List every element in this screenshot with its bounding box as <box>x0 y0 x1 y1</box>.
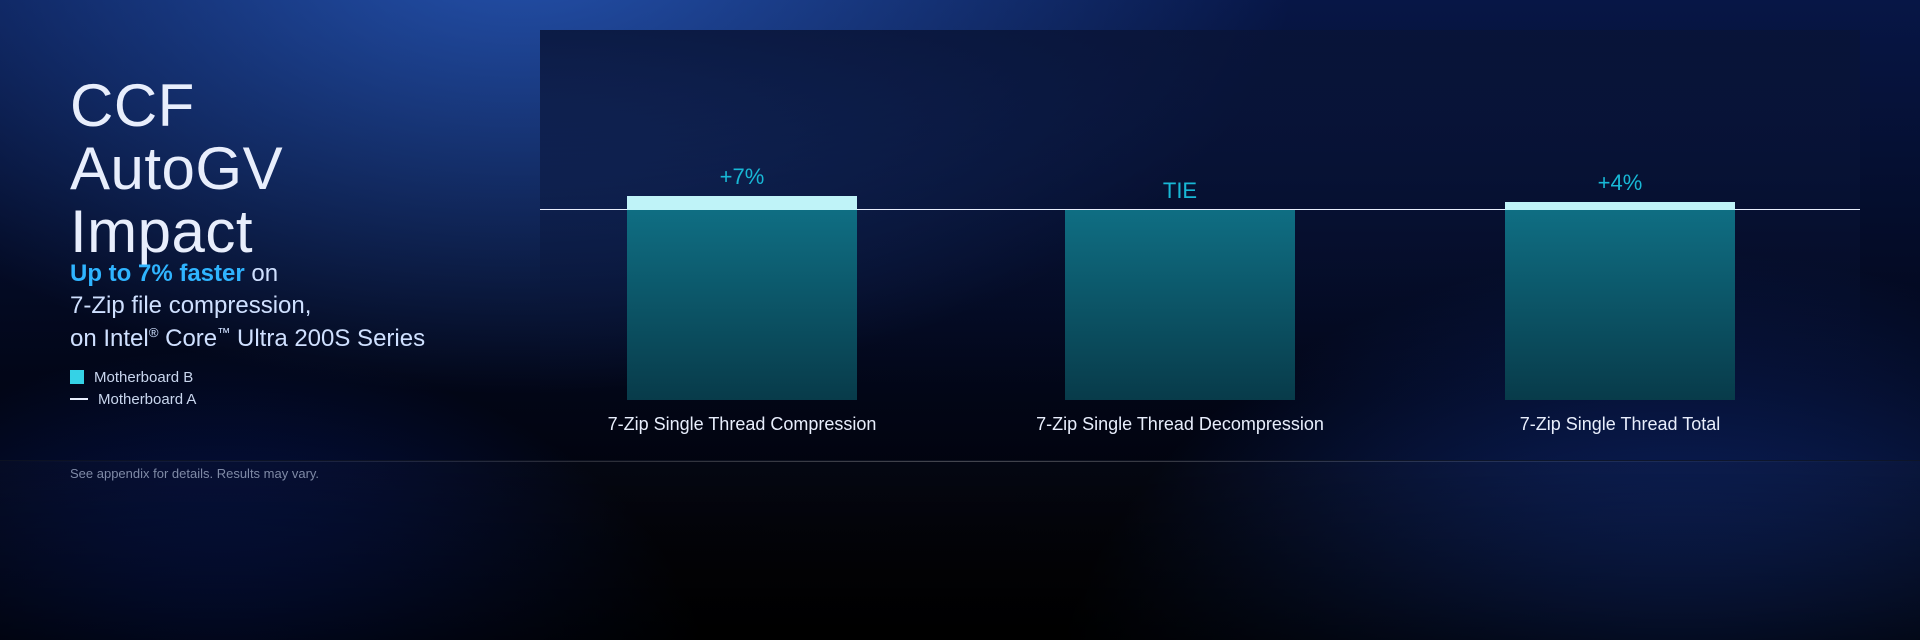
subtitle-line-3-mid: Core <box>158 325 217 352</box>
footnote: See appendix for details. Results may va… <box>70 466 319 481</box>
title-line-1: CCF <box>70 72 195 139</box>
title-line-2: AutoGV <box>70 135 283 202</box>
floor-reflection <box>0 460 1920 640</box>
legend-label-b: Motherboard B <box>94 369 193 386</box>
category-label: 7-Zip Single Thread Total <box>1420 414 1820 435</box>
bar-motherboard-b <box>1505 210 1735 400</box>
page-title: CCF AutoGV Impact <box>70 74 283 263</box>
trademark-mark: ™ <box>217 325 230 340</box>
bar-delta-label: +7% <box>627 164 857 190</box>
chart-column: +4% <box>1505 30 1735 400</box>
bar-motherboard-b <box>627 210 857 400</box>
title-line-3: Impact <box>70 198 253 265</box>
legend-swatch-b <box>70 370 84 384</box>
bar-delta-label: +4% <box>1505 170 1735 196</box>
legend-item-motherboard-b: Motherboard B <box>70 366 196 388</box>
bar-delta-label: TIE <box>1065 178 1295 204</box>
legend: Motherboard B Motherboard A <box>70 366 196 410</box>
legend-swatch-a <box>70 398 88 400</box>
legend-label-a: Motherboard A <box>98 391 196 408</box>
bar-overshoot <box>627 196 857 210</box>
subtitle-lead: Up to 7% faster <box>70 260 245 287</box>
category-label: 7-Zip Single Thread Decompression <box>980 414 1380 435</box>
subtitle: Up to 7% faster on 7-Zip file compressio… <box>70 258 425 355</box>
subtitle-line-3-pre: on Intel <box>70 325 149 352</box>
subtitle-line-3-post: Ultra 200S Series <box>230 325 425 352</box>
category-label: 7-Zip Single Thread Compression <box>542 414 942 435</box>
bar-motherboard-b <box>1065 210 1295 400</box>
bar-overshoot <box>1505 202 1735 210</box>
benchmark-chart: +7%7-Zip Single Thread CompressionTIE7-Z… <box>540 30 1860 400</box>
registered-mark: ® <box>149 325 159 340</box>
chart-column: +7% <box>627 30 857 400</box>
subtitle-line-2: 7-Zip file compression, <box>70 292 311 319</box>
chart-column: TIE <box>1065 30 1295 400</box>
subtitle-tail-word: on <box>245 260 278 287</box>
legend-item-motherboard-a: Motherboard A <box>70 388 196 410</box>
